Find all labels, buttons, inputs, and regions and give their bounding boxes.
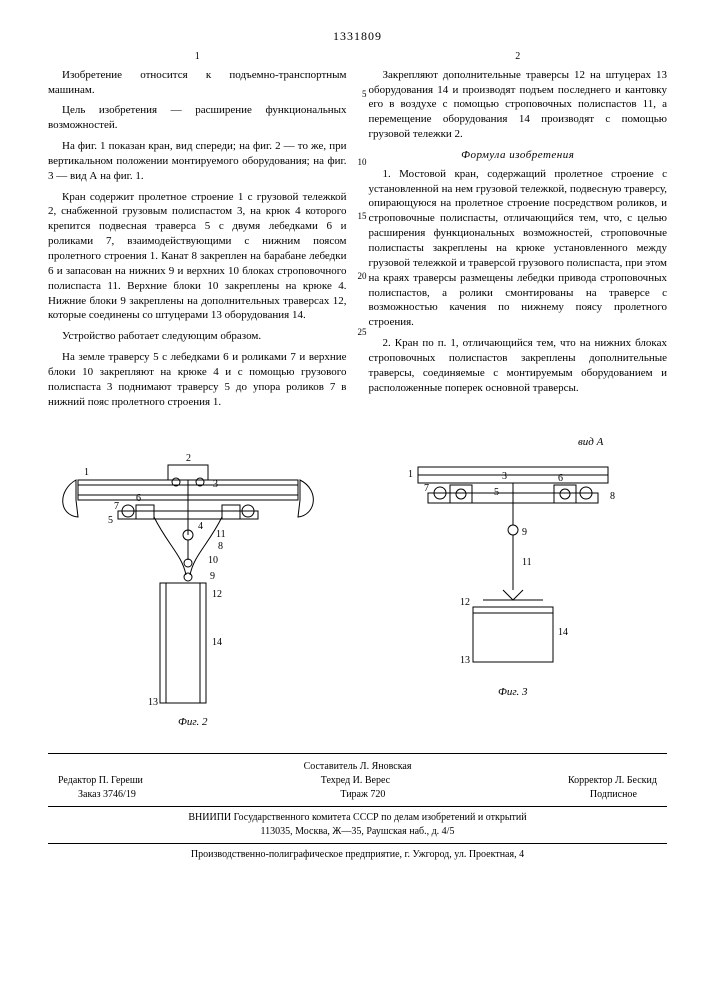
svg-text:13: 13 xyxy=(460,655,470,666)
svg-text:9: 9 xyxy=(522,527,527,538)
svg-text:11: 11 xyxy=(216,529,226,540)
footer-order: Заказ 3746/19 xyxy=(78,788,136,802)
footer-techred: Техред И. Верес xyxy=(321,774,390,788)
svg-text:Фиг. 3: Фиг. 3 xyxy=(498,686,528,698)
footer-corrector: Корректор Л. Бескид xyxy=(568,774,657,788)
footer: Составитель Л. Яновская Редактор П. Гере… xyxy=(48,753,667,862)
para: На фиг. 1 показан кран, вид спереди; на … xyxy=(48,139,347,184)
footer-compiler: Составитель Л. Яновская xyxy=(48,760,667,774)
figures-area: 1 2 3 4 5 6 7 8 9 10 11 12 13 14 Фиг. 2 … xyxy=(48,425,667,745)
para: Цель изобретения — расширение функционал… xyxy=(48,103,347,133)
para: Устройство работает следующим образом. xyxy=(48,329,347,344)
footer-org1: ВНИИПИ Государственного комитета СССР по… xyxy=(48,811,667,825)
right-column: 2 Закрепляют дополнительные траверсы 12 … xyxy=(369,50,668,415)
svg-text:6: 6 xyxy=(558,473,563,484)
svg-text:5: 5 xyxy=(108,515,113,526)
svg-text:1: 1 xyxy=(408,469,413,480)
footer-prod: Производственно-полиграфическое предприя… xyxy=(48,848,667,862)
svg-text:7: 7 xyxy=(424,483,429,494)
svg-text:8: 8 xyxy=(218,541,223,552)
para: Закрепляют дополнительные траверсы 12 на… xyxy=(369,68,668,142)
para: Изобретение относится к подъемно-транспо… xyxy=(48,68,347,98)
document-number: 1331809 xyxy=(48,28,667,44)
para: Кран содержит пролетное строение 1 с гру… xyxy=(48,190,347,324)
figures-svg: 1 2 3 4 5 6 7 8 9 10 11 12 13 14 Фиг. 2 … xyxy=(48,425,668,745)
svg-text:12: 12 xyxy=(212,589,222,600)
svg-text:Фиг. 2: Фиг. 2 xyxy=(178,716,208,728)
svg-text:4: 4 xyxy=(198,521,203,532)
footer-tirazh: Тираж 720 xyxy=(340,788,385,802)
para: На земле траверсу 5 с лебедками 6 и роли… xyxy=(48,350,347,409)
svg-text:14: 14 xyxy=(212,637,222,648)
svg-text:3: 3 xyxy=(502,471,507,482)
svg-text:6: 6 xyxy=(136,493,141,504)
footer-editor: Редактор П. Гереши xyxy=(58,774,143,788)
line-mark: 25 xyxy=(355,326,367,338)
svg-text:8: 8 xyxy=(610,491,615,502)
svg-text:5: 5 xyxy=(494,487,499,498)
svg-text:10: 10 xyxy=(208,555,218,566)
svg-text:7: 7 xyxy=(114,501,119,512)
svg-text:9: 9 xyxy=(210,571,215,582)
svg-text:14: 14 xyxy=(558,627,568,638)
line-mark: 15 xyxy=(355,210,367,222)
claim: 1. Мостовой кран, содержащий пролетное с… xyxy=(369,167,668,330)
left-column: 1 Изобретение относится к подъемно-транс… xyxy=(48,50,347,415)
line-mark: 20 xyxy=(355,270,367,282)
fig2: 1 2 3 4 5 6 7 8 9 10 11 12 13 14 Фиг. 2 xyxy=(63,453,314,728)
footer-org2: 113035, Москва, Ж—35, Раушская наб., д. … xyxy=(48,825,667,839)
svg-text:13: 13 xyxy=(148,697,158,708)
page-number-left: 1 xyxy=(48,50,347,64)
svg-text:11: 11 xyxy=(522,557,532,568)
footer-podpis: Подписное xyxy=(590,788,637,802)
line-mark: 5 xyxy=(355,88,367,100)
svg-text:вид А: вид А xyxy=(578,436,604,448)
fig3: вид А 1 3 5 6 xyxy=(408,436,615,698)
text-columns: 1 Изобретение относится к подъемно-транс… xyxy=(48,50,667,415)
svg-text:12: 12 xyxy=(460,597,470,608)
svg-text:3: 3 xyxy=(213,479,218,490)
line-mark: 10 xyxy=(355,156,367,168)
claim: 2. Кран по п. 1, отличающийся тем, что н… xyxy=(369,336,668,395)
svg-text:2: 2 xyxy=(186,453,191,464)
svg-text:1: 1 xyxy=(84,467,89,478)
claims-title: Формула изобретения xyxy=(369,148,668,163)
page-number-right: 2 xyxy=(369,50,668,64)
